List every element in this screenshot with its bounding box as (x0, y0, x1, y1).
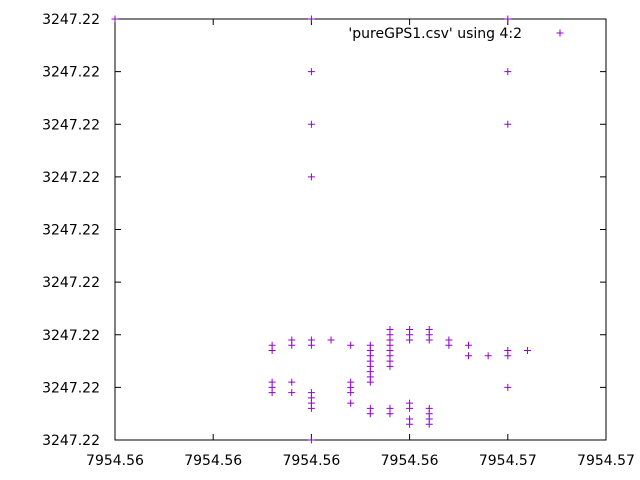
y-tick-label: 3247.22 (42, 117, 100, 133)
y-tick-label: 3247.22 (42, 328, 100, 344)
data-point (307, 120, 315, 128)
x-tick-label: 7954.56 (381, 453, 439, 469)
data-point (445, 341, 453, 349)
x-axis: 7954.56 7954.56 7954.56 7954.56 7954.57 7954.… (86, 19, 635, 469)
data-point (465, 341, 473, 349)
data-series (111, 15, 531, 444)
data-point (386, 362, 394, 370)
data-point (504, 352, 512, 360)
data-point (366, 378, 374, 386)
y-tick-label: 3247.22 (42, 170, 100, 186)
data-point (307, 341, 315, 349)
data-point (307, 68, 315, 76)
y-tick-label: 3247.22 (42, 275, 100, 291)
legend-marker (556, 29, 564, 37)
data-point (504, 120, 512, 128)
y-tick-label: 3247.22 (42, 223, 100, 239)
data-point (288, 378, 296, 386)
data-point (504, 383, 512, 391)
data-point (307, 15, 315, 23)
data-point (406, 420, 414, 428)
x-tick-label: 7954.57 (479, 453, 537, 469)
data-point (366, 410, 374, 418)
data-point (465, 352, 473, 360)
data-point (523, 347, 531, 355)
x-tick-label: 7954.56 (282, 453, 340, 469)
y-tick-label: 3247.22 (42, 433, 100, 449)
legend: 'pureGPS1.csv' using 4:2 (348, 26, 564, 42)
plot-frame (114, 18, 607, 441)
y-tick-label: 3247.22 (42, 380, 100, 396)
data-point (425, 336, 433, 344)
data-point (307, 404, 315, 412)
data-point (484, 352, 492, 360)
data-point (288, 389, 296, 397)
y-axis: 3247.22 3247.22 3247.22 3247.22 3247.22 3247.… (42, 12, 606, 449)
data-point (111, 15, 119, 23)
data-point (406, 336, 414, 344)
y-tick-label: 3247.22 (42, 65, 100, 81)
data-point (307, 173, 315, 181)
legend-label: 'pureGPS1.csv' using 4:2 (348, 26, 522, 42)
data-point (288, 341, 296, 349)
x-tick-label: 7954.57 (577, 453, 635, 469)
data-point (347, 341, 355, 349)
x-tick-label: 7954.56 (86, 453, 144, 469)
data-point (406, 404, 414, 412)
data-point (327, 336, 335, 344)
data-point (425, 420, 433, 428)
data-point (268, 389, 276, 397)
data-point (386, 410, 394, 418)
data-point (268, 347, 276, 355)
data-point (504, 68, 512, 76)
data-point (504, 15, 512, 23)
data-point (347, 399, 355, 407)
x-tick-label: 7954.56 (184, 453, 242, 469)
data-point (307, 436, 315, 444)
data-point (347, 389, 355, 397)
y-tick-label: 3247.22 (42, 12, 100, 28)
